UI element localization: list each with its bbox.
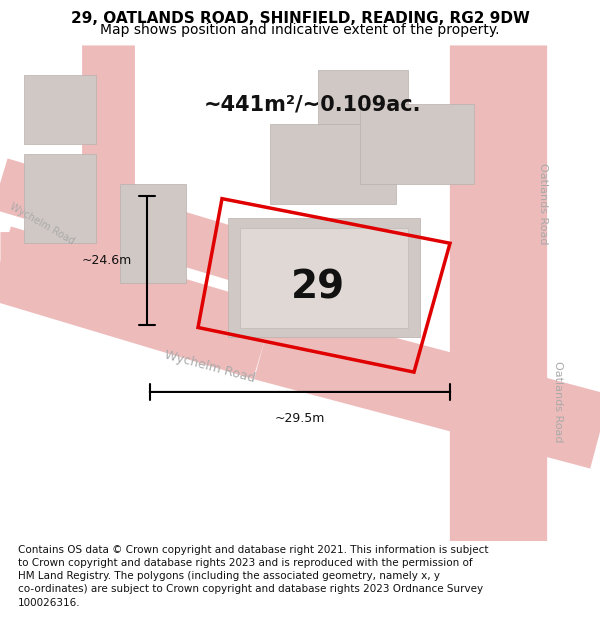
Text: Contains OS data © Crown copyright and database right 2021. This information is : Contains OS data © Crown copyright and d… <box>18 545 488 608</box>
Text: Oatlands Road: Oatlands Road <box>538 163 548 244</box>
Bar <box>270 124 396 204</box>
Text: Wychelm Road: Wychelm Road <box>163 349 257 386</box>
Text: Oatlands Road: Oatlands Road <box>553 361 563 442</box>
Text: ~29.5m: ~29.5m <box>275 412 325 425</box>
Bar <box>240 228 408 328</box>
Text: ~24.6m: ~24.6m <box>82 254 132 267</box>
Text: 29: 29 <box>291 269 345 307</box>
Bar <box>120 184 186 283</box>
Text: Map shows position and indicative extent of the property.: Map shows position and indicative extent… <box>100 23 500 37</box>
Text: Wychelm Road: Wychelm Road <box>8 201 76 246</box>
Bar <box>360 104 474 184</box>
Text: 29, OATLANDS ROAD, SHINFIELD, READING, RG2 9DW: 29, OATLANDS ROAD, SHINFIELD, READING, R… <box>71 11 529 26</box>
Bar <box>24 75 96 144</box>
Bar <box>318 70 408 124</box>
Bar <box>24 154 96 243</box>
Bar <box>228 219 420 338</box>
Text: ~441m²/~0.109ac.: ~441m²/~0.109ac. <box>203 94 421 114</box>
